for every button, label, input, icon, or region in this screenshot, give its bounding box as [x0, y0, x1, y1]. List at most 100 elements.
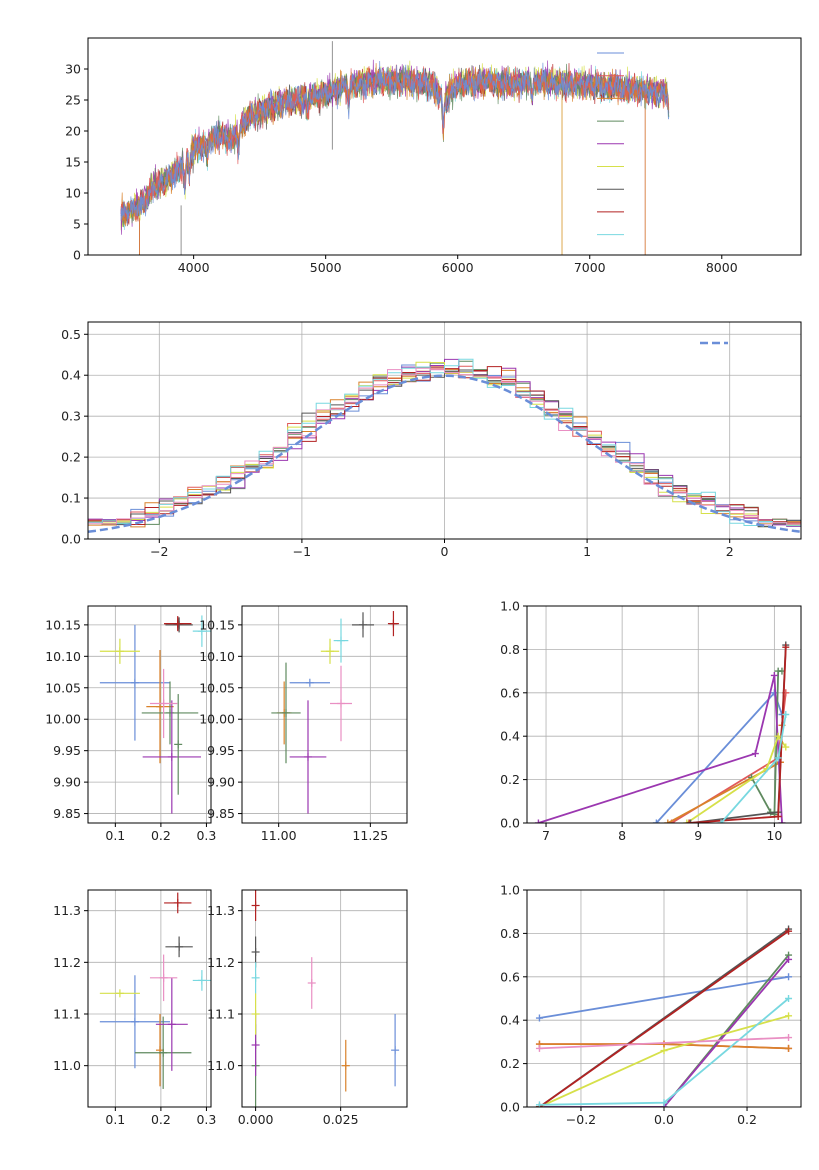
data-point: [251, 993, 260, 1035]
data-point: [165, 617, 193, 633]
x-tick-label: 4000: [178, 260, 210, 275]
x-tick-label: −2: [150, 544, 168, 559]
series-marker: [770, 671, 778, 679]
plot-area-mass_vs_z: [99, 892, 211, 1089]
x-tick-label: 8: [618, 828, 626, 843]
data-point: [251, 890, 260, 921]
series-line: [655, 691, 783, 823]
y-tick-label: 0.0: [500, 816, 520, 831]
series-line: [689, 647, 787, 823]
legend: [597, 52, 624, 236]
series-marker: [683, 819, 691, 823]
y-tick-label: 11.3: [207, 903, 235, 918]
x-tick-label: 0.0: [654, 1112, 674, 1127]
plot-area-residual_hist: [88, 358, 801, 534]
plot-area-age_vs_mass: [271, 611, 399, 814]
series-marker: [785, 1012, 793, 1020]
data-point: [192, 970, 211, 991]
grid-weight_vs_z: [527, 889, 801, 1108]
panel-age_vs_mass: 11.00 11.25 9.85 9.90 9.95 10.00 10.05 10.10 10.…: [199, 605, 408, 843]
y-tick-label: 11.3: [53, 903, 81, 918]
y-tick-label: 0.2: [500, 772, 520, 787]
y-tick-label: 0.8: [500, 642, 520, 657]
y-tick-label: 11.2: [53, 955, 81, 970]
series-marker: [774, 732, 782, 740]
y-tick-label: 0.0: [500, 1100, 520, 1115]
panel-residual_hist: −2 −1 0 1 2 0.0 0.1 0.2 0.3 0.4 0.5: [61, 321, 802, 559]
data-point: [320, 638, 340, 664]
data-point: [165, 936, 193, 958]
x-tick-label: 11.25: [352, 828, 388, 843]
x-tick-label: 0.000: [238, 1112, 274, 1127]
series-line: [671, 692, 787, 823]
x-tick-label: 7: [542, 828, 550, 843]
grid-age_vs_z: [88, 606, 211, 823]
x-tick-label: 10: [766, 828, 782, 843]
series-marker: [534, 819, 542, 823]
grid-mass_vs_ebv: [242, 890, 407, 1107]
y-tick-label: 30: [65, 62, 81, 77]
axes-frame: [526, 605, 802, 824]
grid-age_vs_mass: [242, 606, 407, 823]
y-tick-label: 20: [65, 124, 81, 139]
series-marker: [785, 995, 793, 1002]
data-point: [289, 700, 327, 814]
y-tick-label: 0.1: [61, 491, 81, 506]
series-marker: [782, 643, 790, 651]
data-point: [174, 694, 183, 795]
data-point: [99, 989, 140, 998]
series-marker: [685, 819, 693, 823]
panel-weight_vs_age: 7 8 9 10 0.0 0.2 0.4 0.6 0.8 1.0: [500, 599, 802, 843]
data-point: [155, 977, 188, 1071]
x-tick-label: 0.025: [323, 1112, 359, 1127]
series-marker: [782, 711, 790, 718]
normal-distribution-curve: [88, 374, 801, 534]
data-point: [149, 954, 178, 1002]
data-point: [164, 616, 192, 632]
y-tick-label: 0.3: [61, 409, 81, 424]
y-tick-label: 0.4: [500, 729, 520, 744]
x-tick-label: −1: [293, 544, 311, 559]
series-marker: [664, 819, 672, 823]
panel-weight_vs_z: −0.2 0.0 0.2 0.0 0.2 0.4 0.6 0.8 1.0: [500, 883, 802, 1127]
data-point: [289, 678, 330, 687]
y-tick-label: 1.0: [500, 599, 520, 614]
data-point: [99, 638, 140, 664]
x-tick-label: 0.3: [196, 1112, 216, 1127]
plot-area-age_vs_z: [99, 615, 211, 814]
data-point: [164, 892, 192, 914]
grid-weight_vs_age: [527, 605, 801, 824]
y-tick-label: 15: [65, 155, 81, 170]
spectrum-series-line: [120, 64, 670, 225]
x-tick-label: −0.2: [566, 1112, 596, 1127]
x-tick-label: 11.00: [261, 828, 297, 843]
plot-area-weight_vs_z: [535, 925, 793, 1107]
data-point: [251, 962, 260, 994]
y-tick-label: 0.6: [500, 969, 520, 984]
y-tick-label: 10.05: [45, 680, 81, 695]
data-point: [330, 665, 352, 742]
series-marker: [535, 1101, 543, 1107]
x-tick-label: 7000: [574, 260, 606, 275]
y-tick-label: 0.0: [61, 532, 81, 547]
y-tick-label: 0.6: [500, 685, 520, 700]
data-point: [141, 681, 199, 745]
panel-mass_vs_ebv: 0.000 0.025 11.0 11.1 11.2 11.3: [207, 889, 408, 1127]
x-tick-label: 0: [441, 544, 449, 559]
y-tick-label: 0.5: [61, 327, 81, 342]
y-tick-label: 0.2: [500, 1056, 520, 1071]
series-marker: [782, 743, 790, 751]
series-marker: [660, 1099, 668, 1107]
x-tick-label: 0.3: [196, 828, 216, 843]
data-point: [333, 618, 349, 663]
series-line: [539, 954, 790, 1107]
y-tick-label: 5: [73, 217, 81, 232]
series-marker: [778, 819, 786, 823]
series-marker: [535, 1044, 543, 1052]
series-marker: [785, 1044, 793, 1052]
x-tick-label: 1: [583, 544, 591, 559]
grid-residual_hist: [88, 322, 801, 540]
series-line: [538, 675, 783, 823]
y-tick-label: 10.00: [199, 712, 235, 727]
